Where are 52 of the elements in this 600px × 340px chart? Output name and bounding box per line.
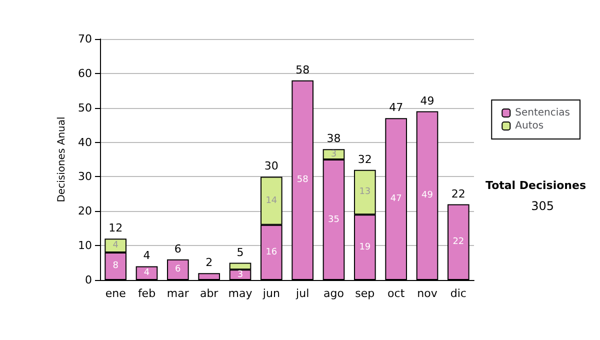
- y-tick-label: 20: [78, 204, 92, 218]
- data-label: 3: [237, 270, 244, 280]
- y-tick-label: 60: [78, 66, 92, 80]
- data-label: 4: [112, 240, 119, 251]
- x-tick-label: ago: [324, 287, 344, 300]
- y-tick-label: 70: [78, 32, 92, 46]
- x-tick-label: sep: [355, 287, 375, 300]
- data-label: 16: [266, 247, 278, 258]
- x-tick-label: mar: [166, 287, 190, 300]
- data-label: 47: [390, 194, 402, 204]
- x-tick-label: feb: [138, 287, 156, 300]
- total-label: 38: [326, 132, 341, 146]
- x-tick-label: jul: [295, 287, 310, 300]
- data-label: 4: [144, 268, 150, 278]
- legend-label: Sentencias: [515, 108, 570, 118]
- legend-label: Autos: [515, 120, 544, 132]
- total-label: 2: [206, 256, 213, 270]
- data-label: 58: [296, 175, 309, 186]
- x-tick-label: may: [228, 287, 253, 300]
- y-tick-label: 30: [78, 170, 92, 184]
- data-label: 22: [452, 237, 464, 248]
- x-tick-label: dic: [450, 287, 466, 300]
- y-tick-label: 0: [85, 274, 92, 286]
- data-label: 3: [330, 149, 337, 160]
- total-label: 58: [296, 63, 310, 76]
- text: Total Decisiones: [486, 179, 586, 192]
- data-label: 8: [112, 261, 119, 272]
- y-axis-title: Decisiones Anual: [56, 116, 68, 202]
- total-label: 4: [143, 249, 150, 262]
- data-label: 13: [359, 187, 371, 198]
- total-label: 30: [264, 160, 278, 173]
- data-label: 49: [422, 190, 434, 201]
- data-label: 35: [328, 214, 340, 225]
- total-label: 6: [174, 242, 182, 256]
- text: 305: [531, 199, 554, 213]
- x-tick-label: ene: [105, 287, 126, 300]
- x-tick-label: jun: [262, 287, 280, 300]
- x-tick-label: nov: [417, 287, 438, 300]
- y-tick-label: 40: [78, 136, 92, 149]
- total-label: 22: [451, 187, 466, 200]
- data-label: 14: [266, 196, 278, 206]
- total-label: 32: [358, 152, 372, 166]
- y-tick-label: 50: [78, 101, 92, 114]
- total-label: 12: [108, 222, 123, 235]
- x-tick-label: abr: [200, 287, 219, 300]
- x-tick-label: oct: [388, 287, 406, 300]
- data-label: 19: [359, 242, 371, 252]
- y-tick-label: 10: [78, 239, 92, 252]
- total-label: 47: [389, 101, 404, 114]
- total-label: 49: [420, 94, 434, 108]
- data-label: 6: [175, 264, 182, 275]
- total-label: 5: [236, 246, 244, 259]
